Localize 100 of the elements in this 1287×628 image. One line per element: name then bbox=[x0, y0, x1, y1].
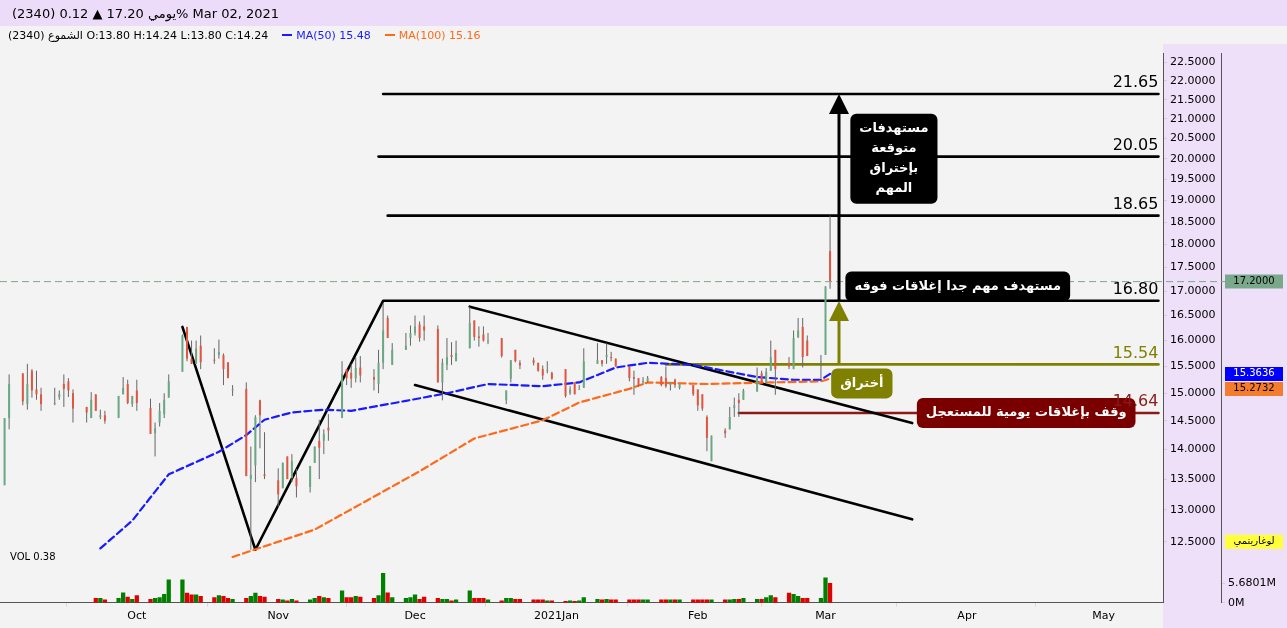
annotation: أختراق bbox=[840, 373, 884, 390]
candlestick bbox=[122, 376, 125, 395]
annotation: 20.05 bbox=[1112, 134, 1159, 154]
y-tick-label: 22.5000 bbox=[1170, 55, 1216, 69]
candlestick bbox=[596, 342, 599, 365]
candlestick bbox=[696, 388, 699, 412]
candlestick bbox=[423, 315, 426, 342]
candlestick bbox=[409, 324, 412, 347]
y-tick-label: 15.5000 bbox=[1170, 359, 1216, 373]
candlestick bbox=[610, 351, 613, 362]
candlestick bbox=[733, 397, 736, 418]
candlestick bbox=[404, 332, 407, 351]
annotation: مستهدف مهم جدا إغلاقات فوقه bbox=[854, 277, 1062, 293]
y-tick-label: 20.5000 bbox=[1170, 131, 1216, 145]
text: 15.2732 bbox=[1233, 382, 1275, 394]
candlestick bbox=[35, 370, 38, 401]
text: لوغاريتمي bbox=[1233, 535, 1275, 548]
candlestick bbox=[167, 373, 170, 399]
candlestick bbox=[605, 342, 608, 365]
candlestick bbox=[322, 428, 325, 455]
candlestick bbox=[135, 379, 138, 412]
candlestick bbox=[418, 320, 421, 343]
candlestick bbox=[40, 387, 43, 412]
chart-subtitle: الشموع (2340) O:13.80 H:14.24 L:13.80 C:14.24 bbox=[8, 28, 269, 42]
chart-title: (2340) يومي 17.20 ▲ 0.12% Mar 02, 2021 bbox=[12, 5, 280, 21]
y-tick-label: 18.5000 bbox=[1170, 215, 1216, 229]
candlestick bbox=[30, 368, 33, 399]
candlestick bbox=[185, 326, 188, 362]
candlestick bbox=[445, 337, 448, 371]
y-tick-label: 16.5000 bbox=[1170, 308, 1216, 322]
candlestick bbox=[263, 431, 266, 480]
candlestick bbox=[441, 358, 444, 401]
candlestick bbox=[756, 367, 759, 393]
x-tick-label: Mar bbox=[815, 609, 837, 623]
candlestick bbox=[163, 392, 166, 419]
candlestick bbox=[797, 317, 800, 339]
candlestick bbox=[195, 340, 198, 365]
x-tick-label: 2021Jan bbox=[533, 609, 579, 623]
legend-label: MA(100) 15.16 bbox=[398, 28, 481, 42]
candlestick bbox=[318, 419, 321, 480]
y-tick-label: 19.5000 bbox=[1170, 172, 1216, 186]
candlestick bbox=[500, 337, 503, 359]
candlestick bbox=[601, 359, 604, 367]
y-tick-label: 15.0000 bbox=[1170, 386, 1216, 400]
candlestick bbox=[258, 399, 261, 449]
y-tick-label: 17.5000 bbox=[1170, 260, 1216, 274]
y-tick-label: 17.0000 bbox=[1170, 284, 1216, 298]
candlestick bbox=[509, 359, 512, 383]
y-tick-label: 22.0000 bbox=[1170, 73, 1216, 87]
candlestick bbox=[126, 379, 129, 405]
candlestick bbox=[354, 356, 357, 383]
candlestick bbox=[578, 384, 581, 390]
candlestick bbox=[103, 410, 106, 425]
candlestick bbox=[632, 370, 635, 396]
annotation: 15.54 bbox=[1112, 342, 1159, 362]
candlestick bbox=[154, 422, 157, 457]
x-tick-label: Nov bbox=[267, 609, 290, 623]
candlestick bbox=[377, 349, 380, 394]
y2-tick-label: 5.6801M bbox=[1228, 576, 1276, 590]
legend-label: MA(50) 15.48 bbox=[296, 28, 371, 42]
annotation: 16.80 bbox=[1112, 278, 1159, 298]
candlestick bbox=[290, 453, 293, 483]
candlestick bbox=[199, 335, 202, 370]
line-series bbox=[99, 361, 832, 550]
candlestick bbox=[295, 468, 298, 498]
candlestick bbox=[372, 368, 375, 391]
candlestick bbox=[190, 340, 193, 365]
y-tick-label: 18.0000 bbox=[1170, 237, 1216, 251]
candlestick bbox=[217, 339, 220, 360]
y-tick-label: 19.0000 bbox=[1170, 193, 1216, 207]
candlestick bbox=[231, 384, 234, 397]
candlestick bbox=[26, 363, 29, 411]
x-tick-label: Apr bbox=[957, 609, 977, 623]
y-tick-label: 13.5000 bbox=[1170, 471, 1216, 485]
y2-tick-label: 0M bbox=[1228, 595, 1245, 609]
candlestick bbox=[674, 378, 676, 389]
candlestick bbox=[53, 387, 56, 406]
text: 15.3636 bbox=[1233, 367, 1275, 379]
candlestick bbox=[414, 315, 417, 337]
annotation: وقف بإغلاقات يومية للمستعجل bbox=[925, 404, 1127, 420]
candlestick bbox=[249, 446, 252, 551]
candlestick bbox=[71, 388, 74, 424]
candlestick bbox=[487, 332, 489, 345]
x-tick-label: Dec bbox=[404, 609, 426, 623]
candlestick bbox=[569, 385, 572, 396]
y-tick-label: 14.5000 bbox=[1170, 413, 1216, 427]
y-tick-label: 21.5000 bbox=[1170, 92, 1216, 106]
y-tick-label: 16.0000 bbox=[1170, 333, 1216, 347]
y-tick-label: 12.5000 bbox=[1170, 534, 1216, 548]
candlestick bbox=[90, 391, 93, 419]
x-tick-label: Oct bbox=[127, 609, 148, 623]
candlestick bbox=[391, 342, 394, 366]
line-series bbox=[231, 377, 832, 559]
y-tick-label: 13.0000 bbox=[1170, 502, 1216, 516]
candlestick bbox=[473, 319, 476, 342]
y-tick-label: 14.0000 bbox=[1170, 442, 1216, 456]
candlestick bbox=[705, 414, 708, 452]
candlestick bbox=[67, 377, 70, 398]
candlestick bbox=[774, 349, 777, 396]
x-tick-label: Feb bbox=[688, 609, 708, 623]
